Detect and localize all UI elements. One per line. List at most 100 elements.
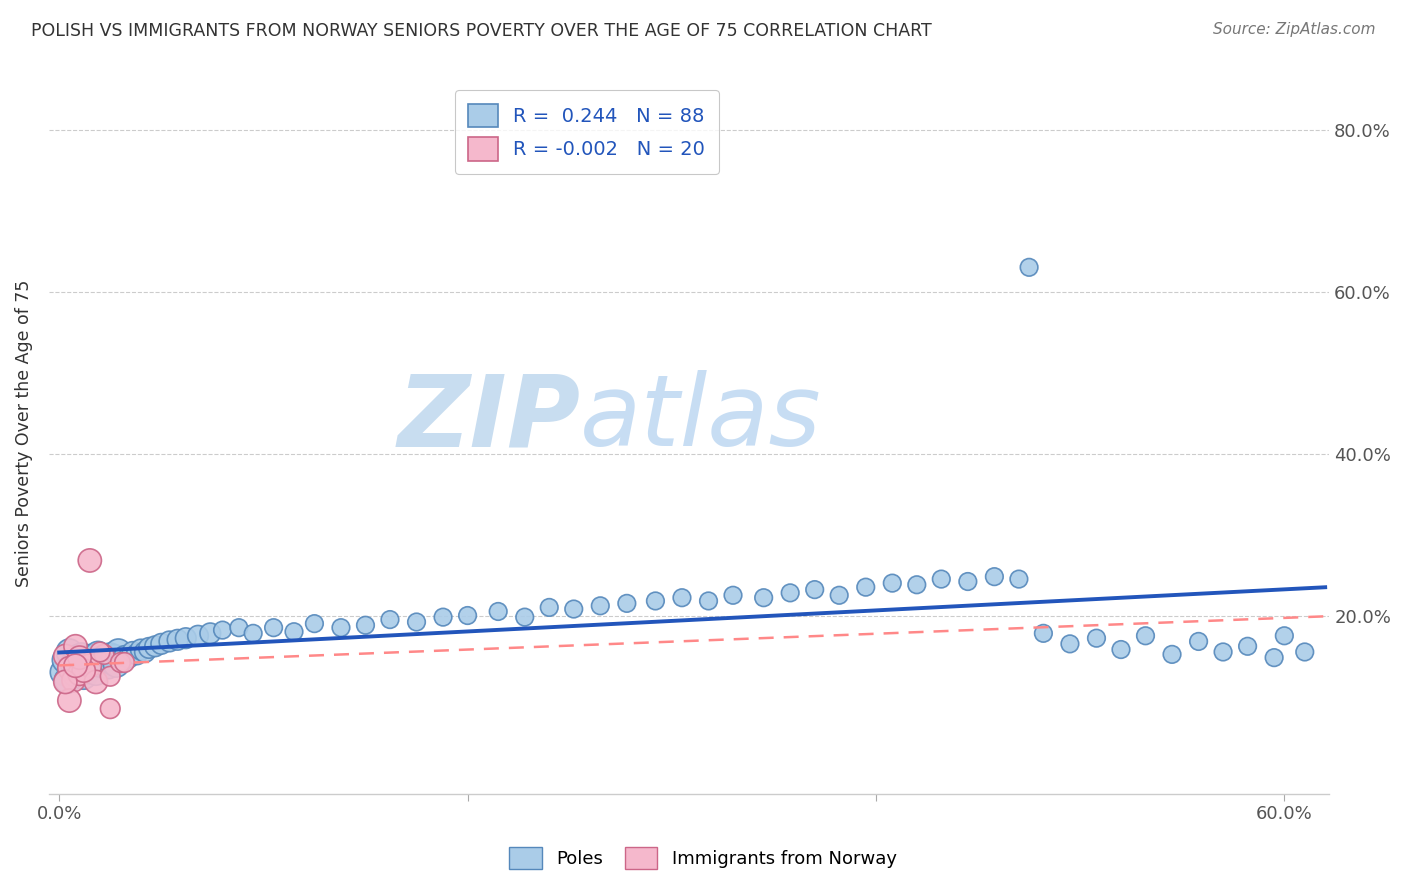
Point [138,640,160,655]
Point [803,582,825,597]
Point [58,661,80,675]
Point [65,658,87,673]
Point [87,648,110,662]
Point [94,656,117,670]
Point [405,615,427,629]
Point [721,588,744,602]
Point [110,653,132,667]
Point [929,572,952,586]
Point [134,645,156,659]
Point [79,650,101,665]
Point [70,648,93,663]
Point [114,656,136,670]
Point [457,608,479,623]
Point [1161,648,1184,662]
Point [211,623,233,637]
Point [616,596,638,610]
Point [1008,572,1031,586]
Point [110,656,132,670]
Text: ZIP: ZIP [398,370,581,467]
Point [263,621,285,635]
Point [671,591,693,605]
Point [1135,629,1157,643]
Point [52,665,75,680]
Point [105,657,128,672]
Text: Source: ZipAtlas.com: Source: ZipAtlas.com [1212,22,1375,37]
Point [378,613,401,627]
Point [69,666,91,681]
Point [486,605,509,619]
Point [983,569,1005,583]
Point [228,621,250,635]
Point [93,648,115,662]
Point [432,610,454,624]
Point [166,632,188,647]
Point [283,624,305,639]
Point [89,645,111,659]
Point [73,664,96,678]
Point [1272,629,1295,643]
Point [697,594,720,608]
Point [159,634,181,648]
Point [53,653,76,667]
Point [84,665,107,680]
Point [117,650,139,665]
Point [60,661,83,675]
Point [1085,631,1108,645]
Point [79,553,101,567]
Text: atlas: atlas [581,370,823,467]
Point [69,658,91,673]
Point [150,637,173,651]
Point [97,658,120,673]
Point [1236,640,1258,654]
Point [76,664,98,678]
Point [107,645,129,659]
Point [589,599,612,613]
Point [101,655,124,669]
Point [125,648,148,662]
Point [513,610,536,624]
Point [1187,634,1209,648]
Point [187,629,209,643]
Point [200,626,222,640]
Text: POLISH VS IMMIGRANTS FROM NORWAY SENIORS POVERTY OVER THE AGE OF 75 CORRELATION : POLISH VS IMMIGRANTS FROM NORWAY SENIORS… [31,22,932,40]
Point [79,658,101,673]
Point [174,631,197,645]
Point [828,588,851,602]
Point [91,653,114,667]
Point [1294,645,1316,659]
Point [882,576,904,591]
Point [53,648,76,663]
Point [752,591,775,605]
Point [330,621,353,635]
Point [905,578,928,592]
Point [66,650,89,665]
Point [80,659,103,673]
Point [84,674,107,689]
Point [114,648,136,663]
Legend: R =  0.244   N = 88, R = -0.002   N = 20: R = 0.244 N = 88, R = -0.002 N = 20 [454,90,718,174]
Point [242,626,264,640]
Point [58,645,80,659]
Legend: Poles, Immigrants from Norway: Poles, Immigrants from Norway [502,839,904,876]
Point [56,673,79,688]
Point [1263,650,1285,665]
Point [644,594,666,608]
Point [98,701,121,715]
Point [62,657,84,672]
Point [73,669,96,683]
Point [53,674,76,689]
Point [83,655,105,669]
Point [1109,642,1132,657]
Point [143,640,166,654]
Point [121,645,143,659]
Point [69,650,91,665]
Point [65,640,87,654]
Point [1059,637,1081,651]
Point [1018,260,1040,275]
Point [73,653,96,667]
Point [129,642,152,657]
Point [1032,626,1054,640]
Point [65,666,87,681]
Point [956,574,979,589]
